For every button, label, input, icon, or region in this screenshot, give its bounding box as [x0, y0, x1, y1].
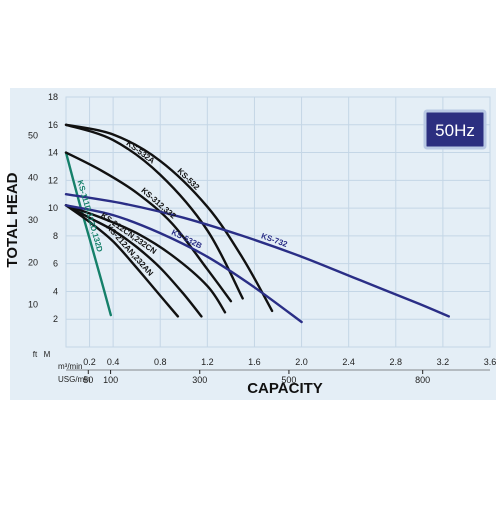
y-tick-label: 10 [48, 203, 58, 213]
grid-lines [66, 96, 491, 347]
y2-tick-label: 30 [28, 215, 38, 225]
x-tick-label: 2.8 [390, 357, 403, 367]
y-tick-label: 6 [53, 259, 58, 269]
y2-tick-label: 50 [28, 130, 38, 140]
tick-labels: 0.2 0.4 0.8 1.2 1.6 2.0 2.4 2.8 3.2 3.6 2 4 6 8 10 12 14… [28, 92, 496, 385]
series-line [64, 204, 303, 324]
y-tick-label: 18 [48, 92, 58, 102]
badge-label: 50Hz [435, 121, 475, 140]
y-axis-title: TOTAL HEAD [4, 172, 21, 267]
curve-layer [64, 123, 450, 324]
y-tick-label: 2 [53, 314, 58, 324]
series-line [64, 123, 244, 300]
y-tick-label: 8 [53, 231, 58, 241]
y-tick-label: 16 [48, 120, 58, 130]
x-tick-label: 2.0 [295, 357, 308, 367]
x-tick-label: 0.4 [107, 357, 120, 367]
series-line [64, 123, 274, 313]
x-tick-label: 1.6 [248, 357, 261, 367]
y-tick-label: 14 [48, 148, 58, 158]
x-unit-primary: m³/min [58, 362, 82, 371]
y2-tick-label: 10 [28, 300, 38, 310]
x-axis-title: CAPACITY [247, 380, 323, 397]
x-tick-label: 3.6 [484, 357, 497, 367]
y-tick-label: 4 [53, 286, 58, 296]
x2-tick-label: 500 [281, 375, 296, 385]
x-tick-label: 3.2 [437, 357, 450, 367]
series-line [64, 204, 227, 314]
series-line [64, 204, 180, 318]
x-tick-label: 0.8 [154, 357, 167, 367]
y-tick-label: 12 [48, 175, 58, 185]
x2-tick-label: 300 [192, 375, 207, 385]
series-line [64, 193, 450, 318]
series-line [64, 204, 203, 318]
x2-tick-label: 50 [83, 375, 93, 385]
y2-tick-label: 20 [28, 257, 38, 267]
x-tick-label: 1.2 [201, 357, 214, 367]
y-unit-secondary: ft [33, 350, 38, 359]
x-tick-label: 2.4 [342, 357, 355, 367]
x2-tick-label: 100 [103, 375, 118, 385]
x2-tick-label: 800 [415, 375, 430, 385]
badge-box [423, 109, 487, 150]
series-line [64, 151, 112, 317]
y2-tick-label: 40 [28, 173, 38, 183]
x-tick-label: 0.2 [83, 357, 96, 367]
badge: 50Hz [423, 109, 487, 150]
x-unit-secondary: USG/min [58, 375, 90, 384]
y-unit-primary: M [44, 350, 51, 359]
series-line [64, 151, 233, 303]
